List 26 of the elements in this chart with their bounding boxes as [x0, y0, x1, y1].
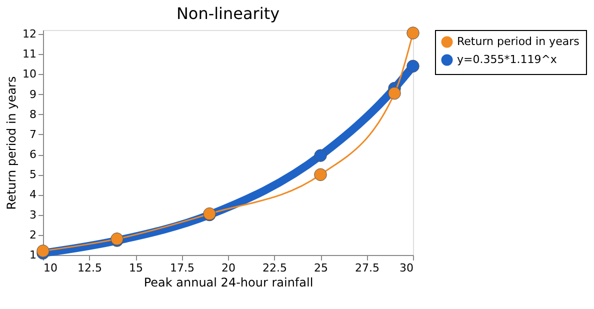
x-tick-label: 27.5 [355, 262, 380, 274]
y-tick-label: 9 [30, 88, 36, 101]
x-tick-label: 20 [222, 262, 236, 274]
y-tick-label: 8 [30, 108, 36, 121]
y-tick-label: 7 [30, 128, 36, 141]
x-tick-label: 30 [400, 262, 414, 274]
y-axis-title: Return period in years [4, 76, 19, 210]
y-tick-label: 3 [30, 208, 36, 222]
x-tick-label: 10 [44, 262, 58, 274]
x-tick-label: 22.5 [262, 262, 287, 274]
x-tick-label: 17.5 [170, 262, 194, 274]
y-tick-label: 4 [30, 188, 36, 202]
y-tick-label: 11 [22, 48, 36, 61]
y-tick-label: 2 [30, 228, 36, 242]
legend-label: Return period in years [457, 35, 580, 48]
y-tick-label: 12 [22, 28, 36, 41]
x-tick-label: 12.5 [78, 262, 102, 274]
x-tick-label: 15 [129, 262, 143, 274]
y-tick-label: 1 [30, 248, 36, 262]
chart-title: Non-linearity [176, 4, 280, 23]
x-axis-title: Peak annual 24-hour rainfall [144, 276, 314, 290]
x-tick-label: 25 [314, 262, 328, 274]
y-tick-label: 10 [22, 68, 36, 81]
legend-label: y=0.355*1.119^x [457, 53, 558, 66]
y-tick-label: 6 [30, 148, 36, 162]
y-tick-label: 5 [30, 168, 36, 182]
